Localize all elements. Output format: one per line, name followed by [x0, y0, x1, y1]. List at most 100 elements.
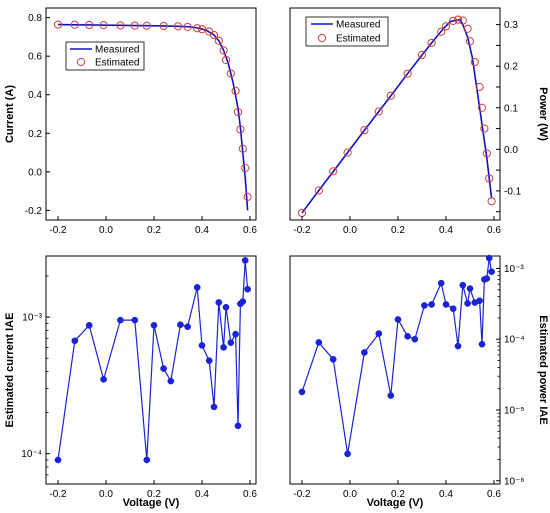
current-estimated-point — [226, 69, 235, 78]
current-estimated-point — [183, 22, 192, 31]
power-iae-data-point — [421, 302, 428, 309]
current-estimated-point — [173, 22, 183, 31]
current-iae-data-point — [160, 365, 167, 372]
power-estimated-point — [480, 124, 489, 133]
power-iae-data-point — [442, 301, 450, 308]
power-iae-data-point — [411, 335, 419, 343]
power-iae-data-point — [466, 285, 474, 292]
power-estimated-point — [470, 57, 479, 67]
power-iae-data-point — [464, 300, 471, 307]
power-iae-x-tick-label: 0.4 — [439, 489, 453, 500]
power-panel: Power (W) Measured Estimated -0.2 0.0 0.2 0… — [289, 7, 549, 236]
power-iae-y-tick-label: 10⁻³ — [504, 264, 524, 275]
power-iae-data-point — [375, 330, 383, 337]
current-panel: Current (A) Measured Estimated -0.2 0.0 0.… — [4, 7, 257, 236]
power-estimated-point — [477, 103, 487, 112]
power-iae-y-tick-label: 10⁻⁵ — [504, 405, 525, 416]
current-iae-x-tick-label: 0.0 — [99, 489, 113, 500]
power-x-tick-label: 0.4 — [439, 225, 453, 236]
current-iae-data-point — [205, 357, 213, 364]
current-estimated-point — [85, 20, 94, 30]
current-iae-data-point — [117, 316, 124, 324]
current-iae-data-point — [85, 321, 93, 329]
current-estimated-point — [99, 21, 108, 30]
current-iae-data-point — [150, 321, 158, 329]
power-iae-data-point — [449, 305, 457, 313]
power-y-tick-label: -0.1 — [504, 186, 522, 197]
power-iae-plot-frame — [289, 255, 501, 485]
power-iae-data-point — [488, 268, 495, 276]
current-iae-data-point — [184, 323, 191, 331]
power-estimated-point — [453, 15, 463, 24]
power-iae-data-point — [454, 342, 462, 350]
current-estimated-point — [238, 144, 247, 153]
power-iae-data-point — [428, 301, 435, 308]
power-x-tick-label: -0.2 — [293, 225, 311, 236]
current-iae-data-point — [198, 342, 206, 349]
current-marks — [53, 20, 252, 211]
power-y-tick-label: 0.3 — [504, 20, 518, 31]
current-x-tick-label: 0.6 — [243, 225, 257, 236]
current-iae-plot-frame — [45, 255, 257, 485]
current-iae-data-point — [239, 298, 247, 305]
current-iae-x-tick-label: -0.2 — [49, 489, 67, 500]
current-iae-data-point — [234, 422, 242, 430]
power-iae-x-tick-label: 0.6 — [487, 489, 501, 500]
power-estimated-point — [437, 27, 446, 36]
power-iae-y-axis-label: Estimated power IAE — [537, 315, 549, 424]
power-estimated-point — [314, 186, 323, 195]
power-estimated-point — [360, 126, 369, 135]
current-y-tick-label: 0.2 — [28, 129, 42, 140]
current-iae-x-tick-label: 0.6 — [243, 489, 257, 500]
current-iae-data-point — [100, 376, 107, 383]
power-iae-data-point — [459, 281, 467, 289]
current-iae-data-point — [54, 456, 62, 464]
current-x-tick-label: 0.0 — [99, 225, 113, 236]
current-plot-frame — [45, 7, 257, 221]
power-estimated-point — [403, 69, 412, 78]
power-iae-marks — [298, 254, 495, 458]
power-estimated-point — [465, 37, 475, 46]
power-y-tick-label: 0.1 — [504, 103, 518, 114]
power-x-tick-label: 0.6 — [487, 225, 501, 236]
current-estimated-point — [53, 20, 63, 29]
current-iae-marks — [54, 257, 251, 464]
current-iae-x-axis-label: Voltage (V) — [123, 497, 180, 509]
current-iae-data-point — [71, 337, 79, 345]
current-legend-estimated-label: Estimated — [95, 58, 139, 69]
power-legend-estimated-label: Estimated — [336, 34, 380, 45]
power-estimated-point — [386, 91, 395, 100]
current-iae-data-point — [232, 330, 239, 338]
power-iae-x-axis-label: Voltage (V) — [367, 497, 424, 509]
power-estimated-point — [449, 16, 458, 25]
current-y-tick-label: 0.4 — [28, 90, 42, 101]
current-iae-data-point — [215, 299, 223, 306]
power-x-tick-label: 0.2 — [391, 225, 405, 236]
current-iae-data-point — [244, 285, 251, 293]
power-estimated-point — [441, 22, 451, 31]
power-iae-data-point — [387, 392, 395, 399]
current-x-tick-label: 0.4 — [195, 225, 209, 236]
power-iae-y-tick-label: 10⁻⁴ — [504, 335, 525, 346]
current-estimated-point — [221, 55, 231, 65]
power-plot-frame — [289, 7, 501, 221]
current-iae-data-point — [143, 456, 151, 464]
power-estimated-point — [427, 38, 436, 48]
power-estimated-point — [329, 167, 338, 176]
power-y-axis-label: Power (W) — [537, 87, 549, 141]
power-iae-data-point — [478, 340, 486, 348]
current-iae-y-tick-label: 10⁻⁴ — [21, 449, 42, 460]
current-estimated-point — [159, 21, 168, 31]
current-x-tick-label: 0.2 — [147, 225, 161, 236]
current-estimated-point — [241, 163, 250, 173]
power-estimated-point — [487, 197, 496, 206]
power-iae-data-point — [329, 355, 337, 363]
current-iae-data-point — [193, 284, 201, 291]
power-y-tick-label: 0.0 — [504, 145, 518, 156]
power-iae-data-point — [483, 275, 491, 282]
power-iae-x-tick-label: -0.2 — [293, 489, 311, 500]
current-estimated-point — [209, 30, 219, 40]
current-legend-estimated-marker — [76, 57, 86, 67]
power-x-tick-label: 0.0 — [343, 225, 357, 236]
